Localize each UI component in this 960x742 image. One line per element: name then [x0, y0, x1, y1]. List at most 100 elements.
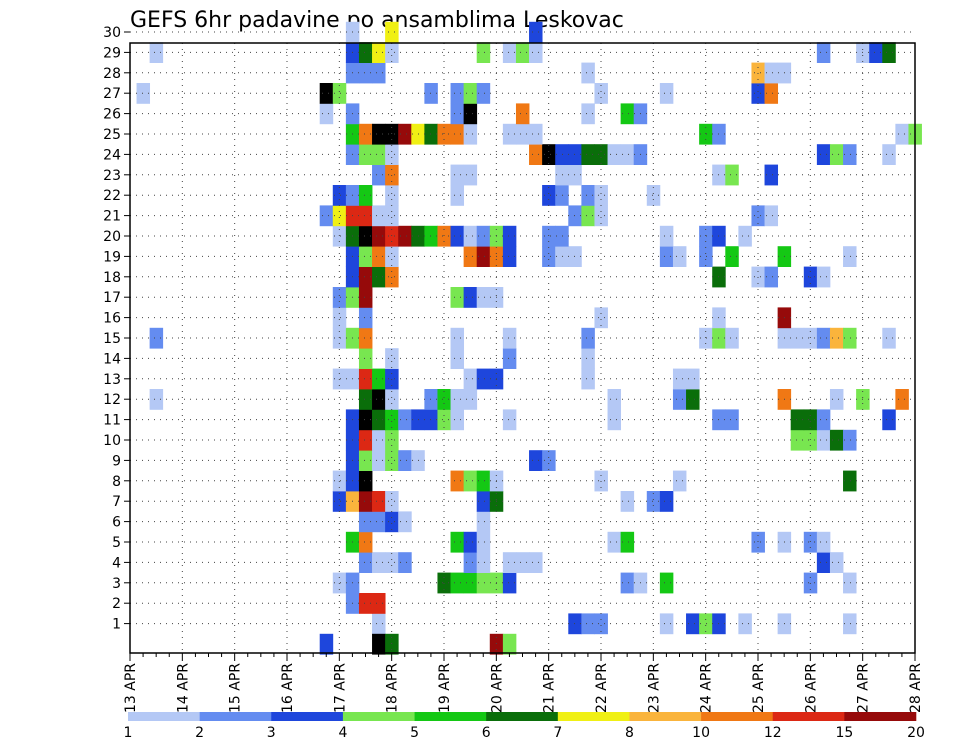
- heatmap-cell: [450, 225, 465, 247]
- x-axis: 13 APR 14 APR 15 APR 16 APR 17 APR 18 APR 19 A…: [123, 653, 924, 713]
- heatmap-cell: [463, 164, 478, 186]
- heatmap-cell: [332, 83, 347, 104]
- y-tick-label: 25: [103, 127, 121, 143]
- heatmap-cell: [502, 572, 517, 594]
- heatmap-cell: [594, 307, 608, 329]
- heatmap-cell: [372, 389, 386, 410]
- y-tick-label: 18: [103, 270, 121, 286]
- heatmap-cell: [607, 531, 622, 553]
- y-tick-label: 16: [103, 311, 121, 327]
- heatmap-cell: [699, 246, 713, 267]
- heatmap-cell: [803, 409, 818, 431]
- heatmap-cell: [358, 450, 373, 471]
- heatmap-cell: [450, 164, 465, 186]
- heatmap-cell: [476, 368, 491, 390]
- heatmap-cell: [620, 103, 635, 125]
- heatmap-cell: [790, 429, 805, 451]
- heatmap-cell: [542, 450, 556, 471]
- legend-color-swatch: [342, 712, 415, 721]
- heatmap-cell: [882, 42, 896, 63]
- legend-color-swatch: [199, 712, 272, 721]
- heatmap-cell: [581, 348, 595, 369]
- x-tick-label: 28 APR: [908, 663, 924, 713]
- legend-label: 12: [764, 725, 782, 741]
- heatmap-cell: [358, 287, 373, 308]
- heatmap-cell: [398, 225, 412, 247]
- heatmap-cell: [424, 225, 438, 247]
- heatmap-cell: [372, 123, 386, 145]
- y-tick-label: 20: [103, 229, 121, 245]
- heatmap-cell: [385, 429, 399, 451]
- heatmap-cell: [358, 62, 373, 84]
- heatmap-cell: [332, 491, 347, 512]
- heatmap-cell: [437, 389, 451, 410]
- heatmap-cell: [581, 103, 595, 125]
- heatmap-cell: [463, 225, 478, 247]
- x-tick-label: 17 APR: [332, 663, 348, 713]
- heatmap-cell: [555, 144, 569, 165]
- heatmap-cell: [568, 613, 582, 635]
- heatmap-cell: [816, 266, 831, 288]
- heatmap-cell: [843, 246, 857, 267]
- heatmap-cell: [358, 144, 373, 165]
- legend-color-swatch: [128, 712, 200, 721]
- color-legend: 1 2 3 4 5 6 7 8 10 12 15 20: [124, 712, 925, 741]
- heatmap-cell: [149, 389, 164, 410]
- heatmap-cell: [385, 185, 399, 206]
- heatmap-cell: [463, 123, 478, 145]
- x-tick-label: 15 APR: [228, 663, 244, 713]
- heatmap-cell: [372, 491, 386, 512]
- heatmap-cell: [450, 572, 465, 594]
- x-tick-label: 24 APR: [699, 663, 715, 713]
- heatmap-cell: [372, 613, 386, 635]
- heatmap-cell: [672, 470, 687, 492]
- heatmap-cell: [358, 368, 373, 390]
- heatmap-cell: [358, 42, 373, 63]
- heatmap-cell: [738, 225, 752, 247]
- heatmap-cell: [463, 552, 478, 573]
- heatmap-cell: [581, 62, 595, 84]
- heatmap-cell: [725, 409, 739, 431]
- heatmap-cell: [829, 327, 844, 349]
- heatmap-cell: [659, 491, 674, 512]
- heatmap-cell: [607, 409, 622, 431]
- heatmap-cell: [476, 287, 491, 308]
- x-tick-label: 14 APR: [175, 663, 191, 713]
- y-tick-label: 5: [112, 535, 121, 551]
- y-tick-label: 3: [112, 576, 121, 592]
- heatmap-cell: [450, 103, 465, 125]
- heatmap-cell: [659, 83, 674, 104]
- heatmap-cell: [437, 225, 451, 247]
- heatmap-cell: [332, 225, 347, 247]
- y-tick-label: 26: [103, 107, 121, 123]
- heatmap-cell: [594, 185, 608, 206]
- heatmap-cell: [725, 164, 739, 186]
- heatmap-cell: [372, 552, 386, 573]
- heatmap-cell: [476, 572, 491, 594]
- x-tick-label: 16 APR: [280, 663, 296, 713]
- heatmap-cell: [385, 123, 399, 145]
- heatmap-cell: [450, 409, 465, 431]
- legend-label: 5: [410, 725, 419, 741]
- heatmap-cell: [620, 531, 635, 553]
- x-tick-label: 25 APR: [751, 663, 767, 713]
- y-tick-label: 10: [103, 433, 121, 449]
- heatmap-cell: [385, 552, 399, 573]
- heatmap-cell: [816, 144, 831, 165]
- heatmap-cell: [358, 185, 373, 206]
- heatmap-cell: [751, 205, 765, 227]
- heatmap-cell: [529, 123, 543, 145]
- heatmap-cell: [463, 531, 478, 553]
- legend-label: 2: [195, 725, 204, 741]
- heatmap-cell: [332, 185, 347, 206]
- heatmap-cell: [699, 225, 713, 247]
- y-tick-label: 15: [103, 331, 121, 347]
- heatmap-cell: [463, 470, 478, 492]
- heatmap-cell: [529, 144, 543, 165]
- heatmap-cell: [620, 572, 635, 594]
- heatmap-cell: [790, 409, 805, 431]
- heatmap-cell: [738, 613, 752, 635]
- heatmap-cell: [843, 429, 857, 451]
- heatmap-cell: [372, 429, 386, 451]
- y-tick-label: 13: [103, 372, 121, 388]
